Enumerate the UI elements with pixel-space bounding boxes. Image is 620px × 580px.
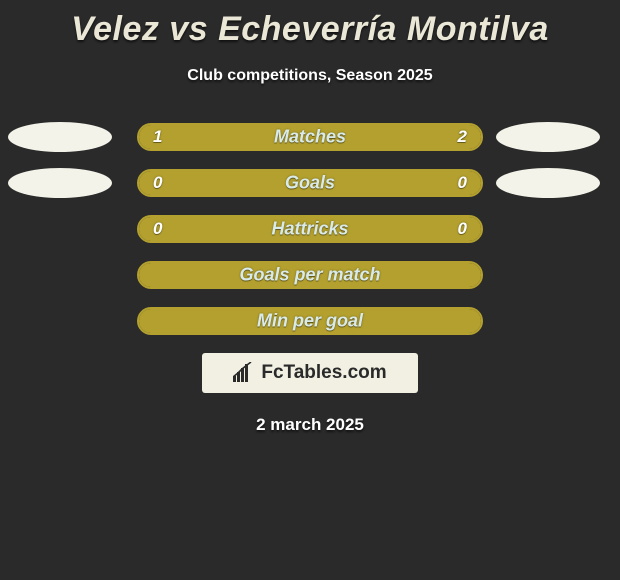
footer-date: 2 march 2025 xyxy=(0,415,620,435)
stat-value-left: 0 xyxy=(153,219,162,239)
stat-value-right: 0 xyxy=(458,173,467,193)
stat-row: Goals per match xyxy=(0,261,620,289)
stat-bar: 1 2 Matches xyxy=(137,123,483,151)
subtitle: Club competitions, Season 2025 xyxy=(0,67,620,85)
bar-fill-right xyxy=(310,171,481,195)
stat-label: Hattricks xyxy=(271,219,348,240)
stat-bar: Min per goal xyxy=(137,307,483,335)
stat-value-left: 1 xyxy=(153,127,162,147)
stat-bar: Goals per match xyxy=(137,261,483,289)
stat-label: Goals xyxy=(285,173,335,194)
page-title: Velez vs Echeverría Montilva xyxy=(0,0,620,49)
stat-label: Goals per match xyxy=(239,265,380,286)
brand-text: FcTables.com xyxy=(261,362,386,384)
stat-row: 0 0 Goals xyxy=(0,169,620,197)
stat-value-left: 0 xyxy=(153,173,162,193)
stat-row: 0 0 Hattricks xyxy=(0,215,620,243)
team-badge-right xyxy=(496,168,600,198)
stat-value-right: 0 xyxy=(458,219,467,239)
stat-bar: 0 0 Goals xyxy=(137,169,483,197)
stat-bar: 0 0 Hattricks xyxy=(137,215,483,243)
stat-label: Matches xyxy=(274,127,346,148)
stats-area: 1 2 Matches 0 0 Goals 0 0 Hattricks Goals per mat… xyxy=(0,123,620,335)
stat-row: 1 2 Matches xyxy=(0,123,620,151)
stat-value-right: 2 xyxy=(458,127,467,147)
stat-label: Min per goal xyxy=(257,311,363,332)
brand-box[interactable]: FcTables.com xyxy=(202,353,418,393)
team-badge-left xyxy=(8,122,112,152)
team-badge-left xyxy=(8,168,112,198)
stat-row: Min per goal xyxy=(0,307,620,335)
bar-chart-icon xyxy=(233,362,257,384)
team-badge-right xyxy=(496,122,600,152)
